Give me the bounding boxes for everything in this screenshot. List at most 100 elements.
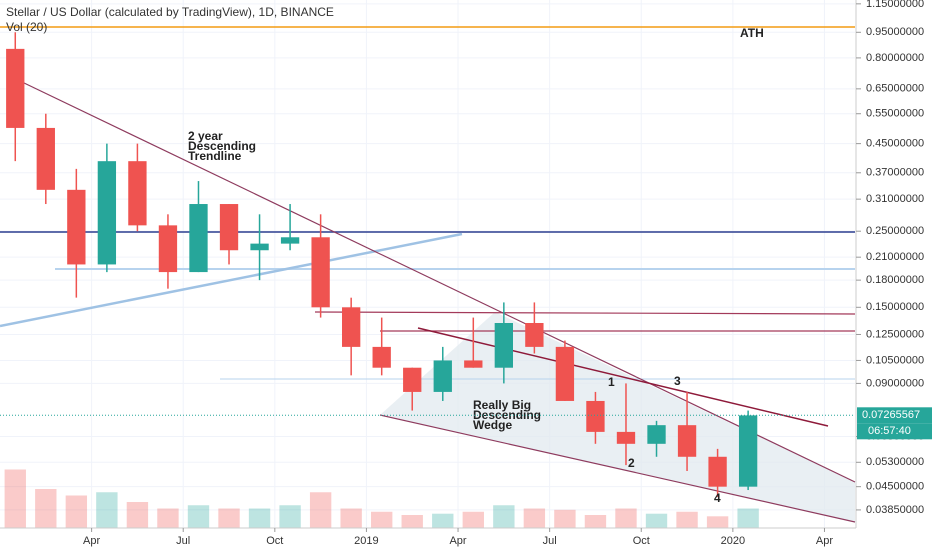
candle-body: [311, 237, 330, 308]
volume-bar: [248, 508, 271, 528]
x-tick-label: Oct: [266, 535, 283, 547]
annotation: Descending: [188, 139, 256, 153]
wedge-bottom: [379, 414, 856, 523]
candle-body: [67, 189, 86, 265]
x-tick-label: 2020: [721, 535, 745, 547]
volume-bar: [462, 511, 484, 528]
volume-bar: [65, 495, 88, 528]
volume-label: Vol (20): [6, 20, 47, 34]
volume-bar: [645, 513, 668, 528]
y-tick-label: 0.15000000: [866, 301, 924, 313]
candles: [6, 32, 758, 497]
volume-bar: [157, 508, 179, 528]
y-tick-label: 1.15000000: [866, 0, 924, 10]
volume-bar: [676, 511, 698, 528]
volume-bar: [554, 509, 576, 528]
y-tick-label: 0.31000000: [866, 193, 924, 205]
rising-trendline: [0, 232, 463, 328]
last-price: 0.07265567: [862, 409, 920, 421]
x-tick-label: Oct: [633, 535, 650, 547]
candle-body: [250, 243, 269, 251]
volume-bar: [615, 508, 637, 528]
x-tick-label: 2019: [354, 535, 378, 547]
candle-body: [494, 322, 513, 368]
volume-bar: [371, 511, 393, 528]
candle-body: [647, 425, 666, 444]
volume-bar: [432, 513, 454, 528]
y-tick-label: 0.12500000: [866, 328, 924, 340]
y-tick-label: 0.37000000: [866, 167, 924, 179]
annotation: Wedge: [473, 418, 512, 432]
candle-body: [464, 360, 483, 368]
volume-bar: [218, 508, 240, 528]
candle-body: [219, 204, 239, 251]
annotation: ATH: [740, 26, 764, 40]
volume-bar: [309, 492, 332, 528]
volume: [4, 469, 759, 528]
y-tick-label: 0.09000000: [866, 377, 924, 389]
y-tick-label: 0.25000000: [866, 225, 924, 237]
volume-bar: [35, 489, 57, 528]
volume-bar: [737, 508, 759, 528]
volume-bar: [187, 505, 210, 528]
candle-body: [6, 48, 25, 128]
x-tick-label: Apr: [816, 535, 833, 547]
candle-body: [372, 346, 391, 368]
candle-body: [342, 307, 361, 347]
y-tick-label: 0.03850000: [866, 504, 924, 516]
y-tick-label: 0.80000000: [866, 52, 924, 64]
annotation: 3: [674, 374, 681, 388]
volume-bar: [493, 505, 515, 528]
candle-body: [708, 456, 727, 487]
volume-bar: [706, 516, 729, 528]
y-tick-label: 0.65000000: [866, 83, 924, 95]
annotation: 2 year: [188, 129, 223, 143]
y-tick-label: 0.21000000: [866, 251, 924, 263]
annotation: 1: [608, 375, 615, 389]
annotation: Trendline: [188, 149, 242, 163]
candle-body: [97, 161, 117, 265]
candle-body: [403, 367, 422, 392]
candle-body: [128, 161, 147, 226]
y-tick-label: 0.55000000: [866, 108, 924, 120]
annotation: 2: [628, 456, 635, 470]
descending-trendline: [21, 81, 856, 483]
countdown-box: [857, 423, 932, 440]
candle-body: [189, 204, 208, 273]
y-tick-label: 0.18000000: [866, 274, 924, 286]
volume-bar: [523, 508, 546, 528]
volume-bar: [96, 492, 118, 528]
volume-bar: [126, 502, 149, 528]
wedge-top: [417, 327, 829, 427]
y-tick-label: 0.10500000: [866, 354, 924, 366]
volume-bar: [401, 515, 423, 528]
y-tick-label: 0.95000000: [866, 26, 924, 38]
candle-body: [555, 346, 575, 401]
price-box: [857, 407, 932, 424]
candle-body: [525, 322, 544, 347]
candle-body: [433, 360, 452, 392]
chart-title: Stellar / US Dollar (calculated by Tradi…: [6, 5, 334, 19]
y-tick-label: 0.04500000: [866, 481, 924, 493]
candle-body: [36, 127, 55, 190]
x-tick-label: Apr: [449, 535, 466, 547]
x-tick-label: Apr: [83, 535, 100, 547]
y-tick-label: 0.05300000: [866, 456, 924, 468]
volume-bar: [584, 515, 607, 528]
x-tick-label: Jul: [176, 535, 190, 547]
resistance-line: [314, 311, 856, 315]
volume-bar: [340, 508, 362, 528]
candle-body: [158, 225, 178, 273]
annotation: 4: [714, 491, 721, 505]
countdown: 06:57:40: [868, 425, 911, 437]
volume-bar: [4, 469, 26, 528]
candle-body: [616, 431, 636, 444]
candle-body: [677, 425, 697, 457]
y-tick-label: 0.45000000: [866, 138, 924, 150]
volume-bar: [279, 505, 301, 528]
x-tick-label: Jul: [543, 535, 557, 547]
candle-body: [586, 400, 605, 432]
candle-body: [280, 237, 300, 244]
candle-body: [738, 415, 758, 487]
